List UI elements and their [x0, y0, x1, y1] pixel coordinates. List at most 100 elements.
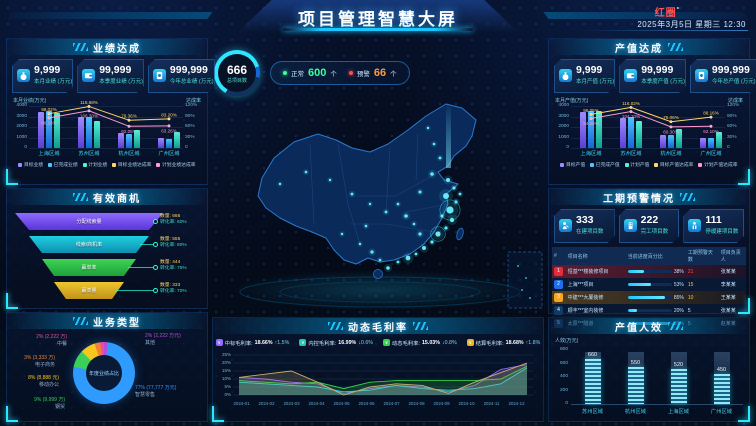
- pie-label: 77% (77,777 万元) 智慧零售: [135, 385, 176, 399]
- wallet-icon: [626, 71, 635, 80]
- x-tick: 苏州区域: [78, 151, 100, 157]
- map-point: [444, 226, 448, 230]
- bar: [38, 112, 44, 148]
- panel-efficiency: 产值人效 人效(万元) 0 200 400 600 800 660 550 520 450 苏州区域…: [548, 317, 750, 422]
- money-bag-icon: ¥: [299, 339, 307, 346]
- map-point: [443, 193, 449, 199]
- map-point: [432, 142, 436, 146]
- safe-icon: [695, 69, 708, 82]
- funnel-segment: 赢单率: [42, 259, 136, 276]
- map-point: [328, 178, 332, 182]
- china-map-svg: [230, 102, 543, 310]
- margin-stat-label: 结算毛利率:: [475, 340, 504, 347]
- x-tick: 杭州区域: [118, 151, 140, 157]
- margin-stat: ¥ 内控毛利率: 16.99% ↓0.6%: [299, 339, 373, 347]
- warning-days: 10: [687, 294, 694, 301]
- x-tick: 2024-12: [508, 401, 525, 406]
- funnel-stat: 数量: 444 转化率: 75%: [160, 260, 187, 272]
- progress-cell: 38%: [627, 269, 684, 275]
- map-point: [418, 190, 422, 194]
- y2-tick: 30%: [727, 134, 737, 140]
- title-underline: [283, 28, 473, 31]
- y-tick: 2000: [16, 124, 27, 129]
- column-header: 当前进度百分比: [625, 247, 686, 265]
- warning-days: 15: [687, 281, 694, 288]
- legend-item: 已完成业绩: [48, 161, 78, 168]
- legend-label: 计划产值达成率: [703, 163, 738, 168]
- svg-text:84.20%: 84.20%: [583, 121, 599, 126]
- map-point: [384, 210, 388, 214]
- x-tick: 2024-10: [458, 401, 475, 406]
- project-name: 中建***大厦装修: [567, 295, 604, 301]
- svg-text:62.05%: 62.05%: [121, 129, 137, 134]
- x-tick: 2024-04: [308, 401, 325, 406]
- margin-stat-label: 动态毛利率:: [392, 340, 420, 347]
- bar: [54, 113, 60, 148]
- map-point: [440, 214, 444, 218]
- hainan-island: [373, 269, 383, 279]
- safe-icon: [153, 69, 166, 82]
- svg-text:98.02%: 98.02%: [41, 107, 57, 112]
- y-tick: 1000: [16, 134, 27, 140]
- owner-name: 王某某: [720, 295, 736, 301]
- y-tick: 600: [559, 360, 568, 366]
- column-header: 项目负责人: [718, 247, 746, 265]
- output-cards: 9,999 本月产值 (万元) 99,999 本季度产值 (万元) 999,999 今年总…: [549, 55, 749, 95]
- money-bag-icon: ¥: [215, 339, 223, 346]
- wallet-icon: [84, 71, 93, 80]
- bar-group: [571, 106, 611, 148]
- svg-text:86.16%: 86.16%: [41, 120, 57, 125]
- donut-center-label: 年度业绩占比: [88, 370, 119, 377]
- worker-icon: [561, 221, 570, 230]
- y-tick: 400: [559, 374, 568, 379]
- svg-text:62.10%: 62.10%: [703, 129, 719, 134]
- pie-label-name: 移动办公: [38, 381, 59, 388]
- y-tick: 10%: [221, 376, 231, 381]
- output-chart: 本月产值(万元) 达成率 0 0 1000 30% 2000 60% 3000 90% 4000 12…: [549, 95, 749, 169]
- total-projects-value: 666: [226, 62, 248, 77]
- progress-cell: 53%: [627, 282, 684, 288]
- china-mainland: [257, 103, 477, 265]
- bar: [588, 111, 594, 148]
- map-point: [368, 202, 372, 206]
- x-tick: 杭州区域: [624, 409, 647, 415]
- bar: [174, 132, 180, 148]
- bar: [636, 121, 642, 148]
- beam-decor: [446, 102, 451, 168]
- progress-fill: [627, 309, 637, 312]
- legend-swatch: [48, 162, 53, 167]
- bar-column: 550: [614, 344, 657, 404]
- legend-swatch: [590, 162, 595, 167]
- warning-unit: 个: [390, 71, 397, 78]
- bar: [158, 137, 164, 148]
- pie-label-value: 9% (9,999 万): [34, 397, 65, 403]
- stat-value: 99,999: [641, 64, 674, 76]
- map-point: [458, 192, 462, 196]
- slashes-icon: [668, 322, 683, 330]
- funnel-stat: 数量: 666 转化率: 60%: [160, 214, 187, 226]
- pie-label-name: 其他: [145, 339, 156, 346]
- total-projects-gauge: 666 总项目数: [214, 50, 260, 96]
- y2-tick: 120%: [727, 103, 740, 108]
- stat-card: 99,999 本季度产值 (万元): [619, 59, 686, 93]
- progress-fill: [627, 296, 666, 299]
- legend-swatch: [624, 162, 629, 167]
- money-bag-icon: ¥: [383, 339, 390, 346]
- bar: [670, 368, 687, 404]
- map-point: [449, 217, 455, 223]
- progress-cell: 85%: [627, 295, 684, 301]
- money-bag-icon: [17, 69, 30, 82]
- worker-icon: [559, 219, 572, 232]
- legend: 目标产值 已完成产值 计划产值 目标产值达成率 计划产值达成率: [553, 161, 745, 168]
- datetime-label: 2025年3月5日 星期三 12:30: [637, 20, 746, 29]
- y-tick: 0%: [224, 392, 231, 397]
- progress-fill: [627, 283, 652, 286]
- legend-swatch: [112, 162, 117, 167]
- funnel-stat: 数量: 333 转化率: 70%: [160, 283, 187, 295]
- y-tick: 5%: [224, 384, 231, 389]
- x-tick: 2024-02: [258, 401, 275, 406]
- pie-label: 9% (9,999 万) 钢贸: [9, 397, 65, 411]
- schedule-cards: 333 在建项目数 222 完工项目数 111 停缓建项目数: [549, 205, 749, 245]
- stat-label: 本月产值 (万元): [576, 79, 615, 85]
- bar: [78, 117, 84, 148]
